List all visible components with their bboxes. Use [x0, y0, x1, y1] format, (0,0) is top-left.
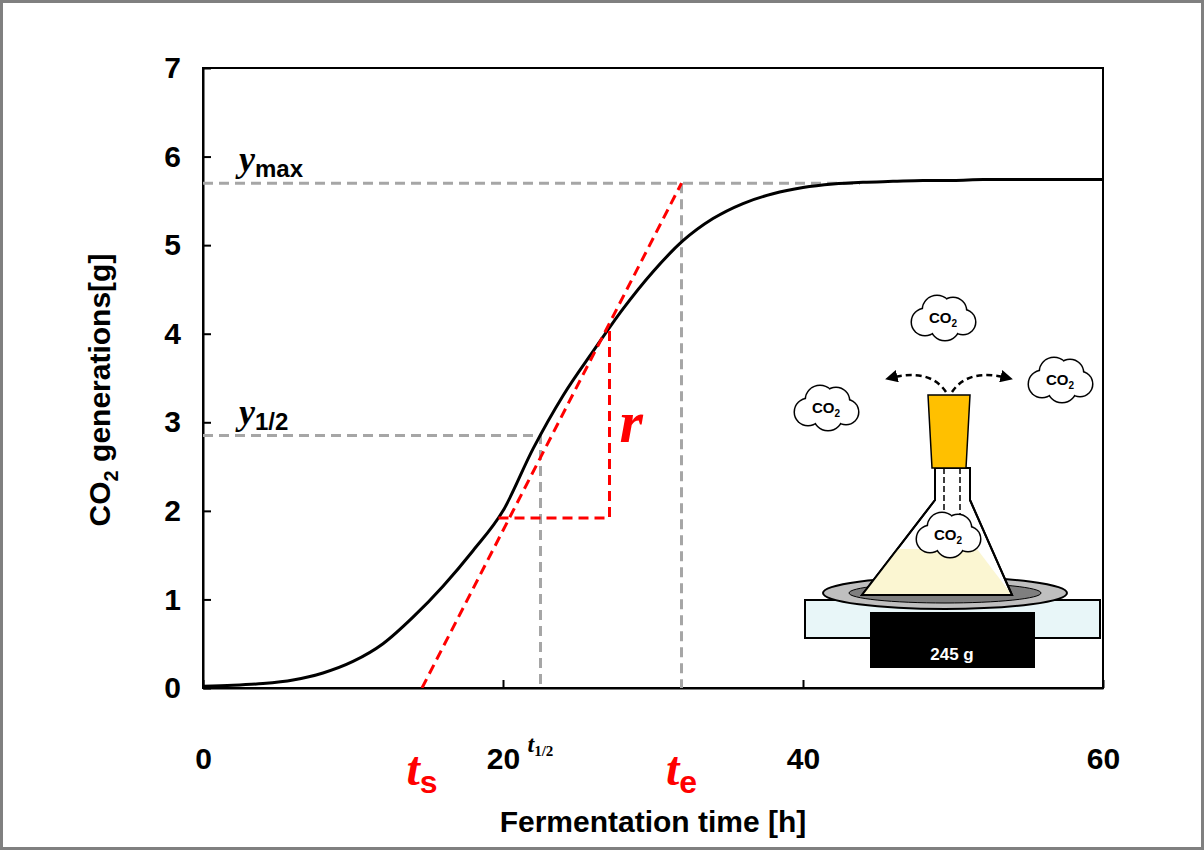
- x-axis-title: Fermentation time [h]: [500, 805, 807, 838]
- gas-arrow: [952, 375, 1008, 392]
- gas-label: CO2: [812, 399, 841, 419]
- plot-frame: [203, 68, 1103, 688]
- annotation-label: t1/2: [528, 731, 554, 759]
- flask: [862, 468, 1012, 595]
- annotation-label-sub: 1/2: [534, 743, 553, 759]
- tick-mark: [203, 422, 211, 424]
- annotation-label-main: y: [235, 392, 256, 432]
- annotation-label-sub: s: [420, 764, 438, 800]
- scale-reading: 245 g: [930, 645, 973, 664]
- tick-label: 60: [1087, 742, 1120, 775]
- series-line: [203, 180, 1103, 687]
- flask-tube: [959, 468, 961, 520]
- x-axis: 0 20 40 60: [195, 680, 1120, 775]
- gas-cloud: CO2: [1028, 357, 1094, 404]
- annotation-label: ymax: [235, 139, 304, 182]
- annotation-label: te: [666, 742, 697, 800]
- stopper: [928, 395, 970, 468]
- gas-label-sub: 2: [956, 535, 962, 546]
- tick-label: 5: [164, 228, 181, 261]
- gas-arrow: [890, 375, 946, 392]
- tick-mark: [803, 680, 805, 688]
- gas-label-main: CO: [929, 309, 952, 326]
- gas-label: CO2: [1046, 371, 1075, 391]
- t-e-line: [680, 183, 683, 688]
- gas-label-main: CO: [1046, 371, 1069, 388]
- gas-cloud: CO2: [911, 295, 977, 342]
- tick-label: 0: [164, 671, 181, 704]
- annotation-label-sub: max: [255, 155, 304, 182]
- tick-label: 2: [164, 494, 181, 527]
- tick-label: 0: [195, 742, 212, 775]
- y-axis-title: CO2 generations[g]: [83, 254, 122, 527]
- outer-border: [2, 2, 1203, 849]
- tick-label: 1: [164, 583, 181, 616]
- gas-label-main: CO: [934, 526, 957, 543]
- slope-triangle: [499, 329, 610, 518]
- tick-label: 20: [487, 742, 520, 775]
- tick-mark: [203, 245, 211, 247]
- annotation-label-sub: e: [679, 764, 697, 800]
- annotation-texts: ymaxy1/2t1/2tster: [235, 139, 697, 800]
- tangent-line: [422, 183, 682, 688]
- annotation-label: ts: [406, 742, 437, 800]
- tick-label: 6: [164, 140, 181, 173]
- tick: 20: [487, 680, 520, 775]
- gas-label: CO2: [934, 526, 963, 546]
- gas-label-sub: 2: [1068, 380, 1074, 391]
- tick-mark: [203, 510, 211, 512]
- tick: 0: [195, 680, 212, 775]
- chart: 020406001234567245 gCO2CO2CO2CO2ymaxy1/2…: [0, 0, 1204, 850]
- tick-label: 40: [787, 742, 820, 775]
- plot-area: [203, 180, 1103, 688]
- slope-label: r: [620, 389, 644, 455]
- tick-label: 4: [164, 317, 181, 350]
- tick-label: 3: [164, 405, 181, 438]
- tick-label: 7: [164, 51, 181, 84]
- annotation-label: y1/2: [235, 392, 288, 435]
- gas-label: CO2: [929, 309, 958, 329]
- tick-mark: [203, 333, 211, 335]
- gas-label-sub: 2: [951, 318, 957, 329]
- gas-label-main: CO: [812, 399, 835, 416]
- tick-mark: [203, 599, 211, 601]
- flask-outline: [862, 468, 1012, 595]
- gas-cloud: CO2: [916, 512, 982, 559]
- illustration: 245 gCO2CO2CO2CO2: [794, 295, 1101, 669]
- tick: 60: [1087, 680, 1120, 775]
- annotation-label-main: y: [235, 139, 256, 179]
- flask-liquid: [862, 549, 1012, 595]
- tick-mark: [203, 156, 211, 158]
- gas-cloud: CO2: [794, 385, 860, 432]
- gas-label-sub: 2: [834, 408, 840, 419]
- y-axis-title-sub: 2: [100, 470, 122, 481]
- tick: 40: [787, 680, 820, 775]
- annotation-label-sub: 1/2: [255, 408, 288, 435]
- y-axis-title-main: CO: [83, 481, 116, 526]
- scale-display: [870, 612, 1035, 668]
- tick-mark: [503, 680, 505, 688]
- y-axis-title-rest: generations[g]: [83, 254, 116, 471]
